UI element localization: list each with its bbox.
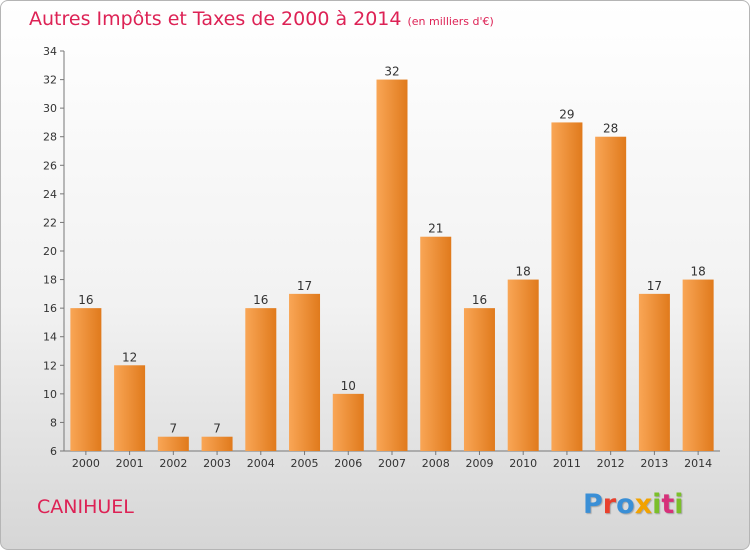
x-tick-label: 2005 (291, 457, 319, 470)
data-label: 18 (690, 265, 705, 279)
data-label: 7 (213, 422, 221, 436)
logo-letter: r (602, 489, 617, 520)
y-tick-label: 34 (43, 45, 57, 58)
x-tick-label: 2009 (465, 457, 493, 470)
x-tick-label: 2003 (203, 457, 231, 470)
y-tick-label: 20 (43, 245, 57, 258)
data-label: 28 (603, 122, 618, 136)
data-label: 12 (122, 350, 137, 364)
y-tick-label: 18 (43, 274, 57, 287)
logo-letter: x (634, 489, 653, 520)
x-tick-label: 2002 (159, 457, 187, 470)
chart-subtitle: (en milliers d'€) (407, 15, 494, 28)
x-tick-label: 2006 (334, 457, 362, 470)
y-tick-label: 22 (43, 216, 57, 229)
proxiti-logo: Proxiti (583, 489, 684, 520)
y-tick-label: 32 (43, 74, 57, 87)
y-tick-label: 8 (50, 416, 57, 429)
y-tick-label: 28 (43, 131, 57, 144)
bar (463, 308, 495, 451)
y-tick-label: 26 (43, 159, 57, 172)
chart-title: Autres Impôts et Taxes de 2000 à 2014 (en… (29, 8, 494, 30)
data-label: 16 (78, 293, 93, 307)
x-tick-label: 2013 (640, 457, 668, 470)
bar (420, 236, 452, 451)
bar (70, 308, 102, 451)
x-tick-label: 2004 (247, 457, 275, 470)
data-label: 16 (253, 293, 268, 307)
logo-letter: i (674, 489, 684, 520)
x-tick-label: 2010 (509, 457, 537, 470)
chart-labels: 16 12 7 7 16 17 10 32 21 16 18 29 28 17 18 (78, 65, 706, 436)
y-tick-label: 14 (43, 331, 57, 344)
bar (507, 279, 539, 451)
y-tick-label: 16 (43, 302, 57, 315)
y-tick-label: 10 (43, 388, 57, 401)
y-tick-label: 6 (50, 445, 57, 458)
y-tick-label: 30 (43, 102, 57, 115)
x-tick-label: 2007 (378, 457, 406, 470)
bar (245, 308, 277, 451)
logo-letter: t (661, 489, 675, 520)
x-tick-label: 2014 (684, 457, 712, 470)
chart-bars (70, 79, 714, 452)
data-label: 10 (341, 379, 356, 393)
x-tick-label: 2001 (116, 457, 144, 470)
bar (638, 293, 670, 451)
y-tick-label: 24 (43, 188, 57, 201)
x-tick-label: 2012 (597, 457, 625, 470)
data-label: 17 (297, 279, 312, 293)
x-tick-label: 2000 (72, 457, 100, 470)
y-tick-label: 12 (43, 359, 57, 372)
data-label: 17 (647, 279, 662, 293)
chart-title-text: Autres Impôts et Taxes de 2000 à 2014 (29, 8, 402, 30)
bar (551, 122, 583, 451)
bar (595, 136, 627, 451)
bar (332, 393, 364, 451)
x-tick-label: 2008 (422, 457, 450, 470)
bar (682, 279, 714, 451)
data-label: 16 (472, 293, 487, 307)
bar (376, 79, 408, 452)
data-label: 32 (384, 65, 399, 79)
logo-letter: i (652, 489, 662, 520)
logo-letter: o (616, 489, 635, 520)
data-label: 21 (428, 222, 443, 236)
data-label: 29 (559, 107, 574, 121)
data-label: 18 (516, 265, 531, 279)
x-tick-label: 2011 (553, 457, 581, 470)
bar (114, 365, 146, 451)
logo-letter: P (583, 489, 603, 520)
location-name: CANIHUEL (37, 496, 134, 518)
data-label: 7 (170, 422, 178, 436)
bar (201, 436, 233, 451)
bar (289, 293, 321, 451)
bar (157, 436, 189, 451)
